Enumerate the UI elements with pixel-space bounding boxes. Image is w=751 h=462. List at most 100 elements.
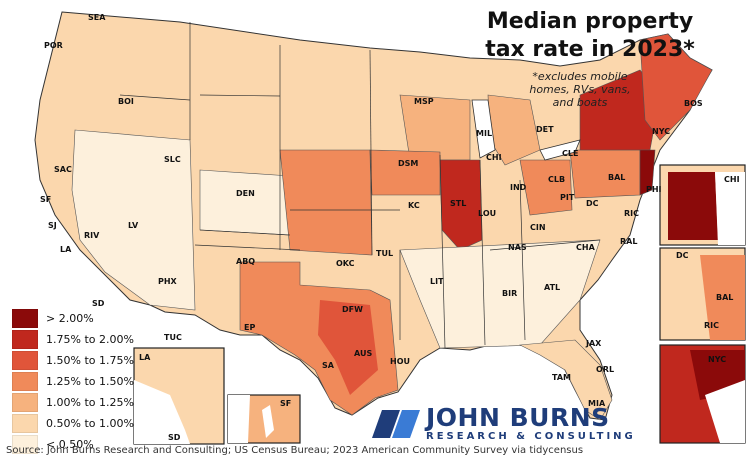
city-tam: TAM <box>552 373 571 382</box>
legend-swatch <box>12 330 38 349</box>
region-newjersey <box>639 149 656 196</box>
inset-chi: CHI <box>659 164 746 246</box>
city-phi: PHI <box>646 185 662 194</box>
city-bal: BAL <box>608 173 625 182</box>
city-stl: STL <box>450 199 466 208</box>
city-mil: MIL <box>476 129 492 138</box>
region-ohio <box>519 159 573 216</box>
city-det: DET <box>536 125 554 134</box>
inset-dc-label: DC <box>676 251 689 260</box>
city-sj: SJ <box>48 221 57 230</box>
legend-item: 0.50% to 1.00% <box>12 413 134 434</box>
inset-sf-label: SF <box>280 399 291 408</box>
city-cle: CLE <box>562 149 578 158</box>
city-ind: IND <box>510 183 527 192</box>
inset-bal-label: BAL <box>716 293 733 302</box>
legend-swatch <box>12 309 38 328</box>
city-mia: MIA <box>588 399 606 408</box>
chart-title: Median property tax rate in 2023* <box>485 9 695 62</box>
city-bos: BOS <box>684 99 703 108</box>
city-por: POR <box>44 41 63 50</box>
city-dsm: DSM <box>398 159 418 168</box>
city-abq: ABQ <box>236 257 255 266</box>
inset-nyc-label: NYC <box>708 355 726 364</box>
city-nyc: NYC <box>652 127 670 136</box>
inset-la: LA SD <box>133 347 225 445</box>
legend-item: 1.00% to 1.25% <box>12 392 134 413</box>
city-nas: NAS <box>508 243 527 252</box>
city-chi: CHI <box>486 153 502 162</box>
lake-michigan <box>471 99 496 159</box>
legend-item: 1.50% to 1.75% <box>12 350 134 371</box>
city-den: DEN <box>236 189 255 198</box>
city-orl: ORL <box>596 365 614 374</box>
city-cha: CHA <box>576 243 596 252</box>
city-tul: TUL <box>376 249 393 258</box>
state-borders <box>119 22 601 349</box>
legend-item: 1.25% to 1.50% <box>12 371 134 392</box>
city-clb: CLB <box>548 175 565 184</box>
legend-item: > 2.00% <box>12 308 134 329</box>
legend-swatch <box>12 393 38 412</box>
city-riv: RIV <box>84 231 100 240</box>
legend-label: 1.00% to 1.25% <box>46 396 134 409</box>
city-phx: PHX <box>158 277 178 286</box>
source-note: Source: John Burns Research and Consulti… <box>6 445 584 456</box>
city-ral: RAL <box>620 237 637 246</box>
inset-chi-label: CHI <box>724 175 740 184</box>
legend-swatch <box>12 435 38 454</box>
city-ric: RIC <box>624 209 639 218</box>
city-atl: ATL <box>544 283 560 292</box>
city-msp: MSP <box>414 97 434 106</box>
city-labels: SEA POR BOI SAC SF SJ LA RIV SD LV SLC D… <box>40 13 703 408</box>
region-iowa <box>369 149 441 196</box>
city-ep: EP <box>244 323 255 332</box>
city-la: LA <box>60 245 72 254</box>
city-aus: AUS <box>354 349 372 358</box>
region-pennsylvania <box>569 149 641 199</box>
logo-mark-icon <box>372 409 420 438</box>
city-tuc: TUC <box>164 333 182 342</box>
city-lit: LIT <box>430 277 444 286</box>
legend-swatch <box>12 414 38 433</box>
region-texas-high <box>318 300 378 395</box>
region-newengland <box>639 33 713 141</box>
legend-label: < 0.50% <box>46 438 94 451</box>
inset-sf: SF <box>227 394 301 444</box>
legend-swatch <box>12 351 38 370</box>
city-boi: BOI <box>118 97 134 106</box>
city-sf: SF <box>40 195 51 204</box>
legend: > 2.00% 1.75% to 2.00% 1.50% to 1.75% 1.25%… <box>12 308 134 455</box>
city-lv: LV <box>128 221 139 230</box>
region-florida <box>518 339 613 421</box>
inset-ric-label: RIC <box>704 321 719 330</box>
legend-item: < 0.50% <box>12 434 134 455</box>
region-wisconsin <box>399 94 471 161</box>
city-jax: JAX <box>585 339 602 348</box>
legend-swatch <box>12 372 38 391</box>
legend-label: > 2.00% <box>46 312 94 325</box>
city-lou: LOU <box>478 209 496 218</box>
city-kc: KC <box>408 201 420 210</box>
region-plains <box>279 149 373 256</box>
legend-item: 1.75% to 2.00% <box>12 329 134 350</box>
footnote: *excludes mobile homes, RVs, vans, and b… <box>529 70 631 109</box>
city-sac: SAC <box>54 165 72 174</box>
legend-label: 1.50% to 1.75% <box>46 354 134 367</box>
city-bir: BIR <box>502 289 517 298</box>
logo-subtitle: RESEARCH & CONSULTING <box>426 431 636 442</box>
logo-name: JOHN BURNS <box>426 403 610 432</box>
city-sa: SA <box>322 361 335 370</box>
city-sd: SD <box>92 299 105 308</box>
city-dfw: DFW <box>342 305 363 314</box>
region-colorado <box>199 169 291 236</box>
legend-label: 1.25% to 1.50% <box>46 375 134 388</box>
city-pit: PIT <box>560 193 575 202</box>
city-okc: OKC <box>336 259 355 268</box>
city-sea: SEA <box>88 13 106 22</box>
legend-label: 0.50% to 1.00% <box>46 417 134 430</box>
city-cin: CIN <box>530 223 546 232</box>
inset-sd-label: SD <box>168 433 181 442</box>
